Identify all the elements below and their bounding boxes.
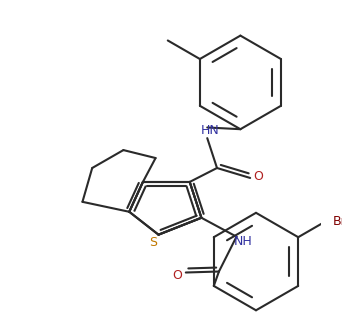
Text: O: O xyxy=(253,170,263,183)
Text: NH: NH xyxy=(234,235,252,248)
Text: Br: Br xyxy=(332,215,342,228)
Text: S: S xyxy=(149,236,157,249)
Text: O: O xyxy=(172,269,182,282)
Text: HN: HN xyxy=(200,124,219,137)
